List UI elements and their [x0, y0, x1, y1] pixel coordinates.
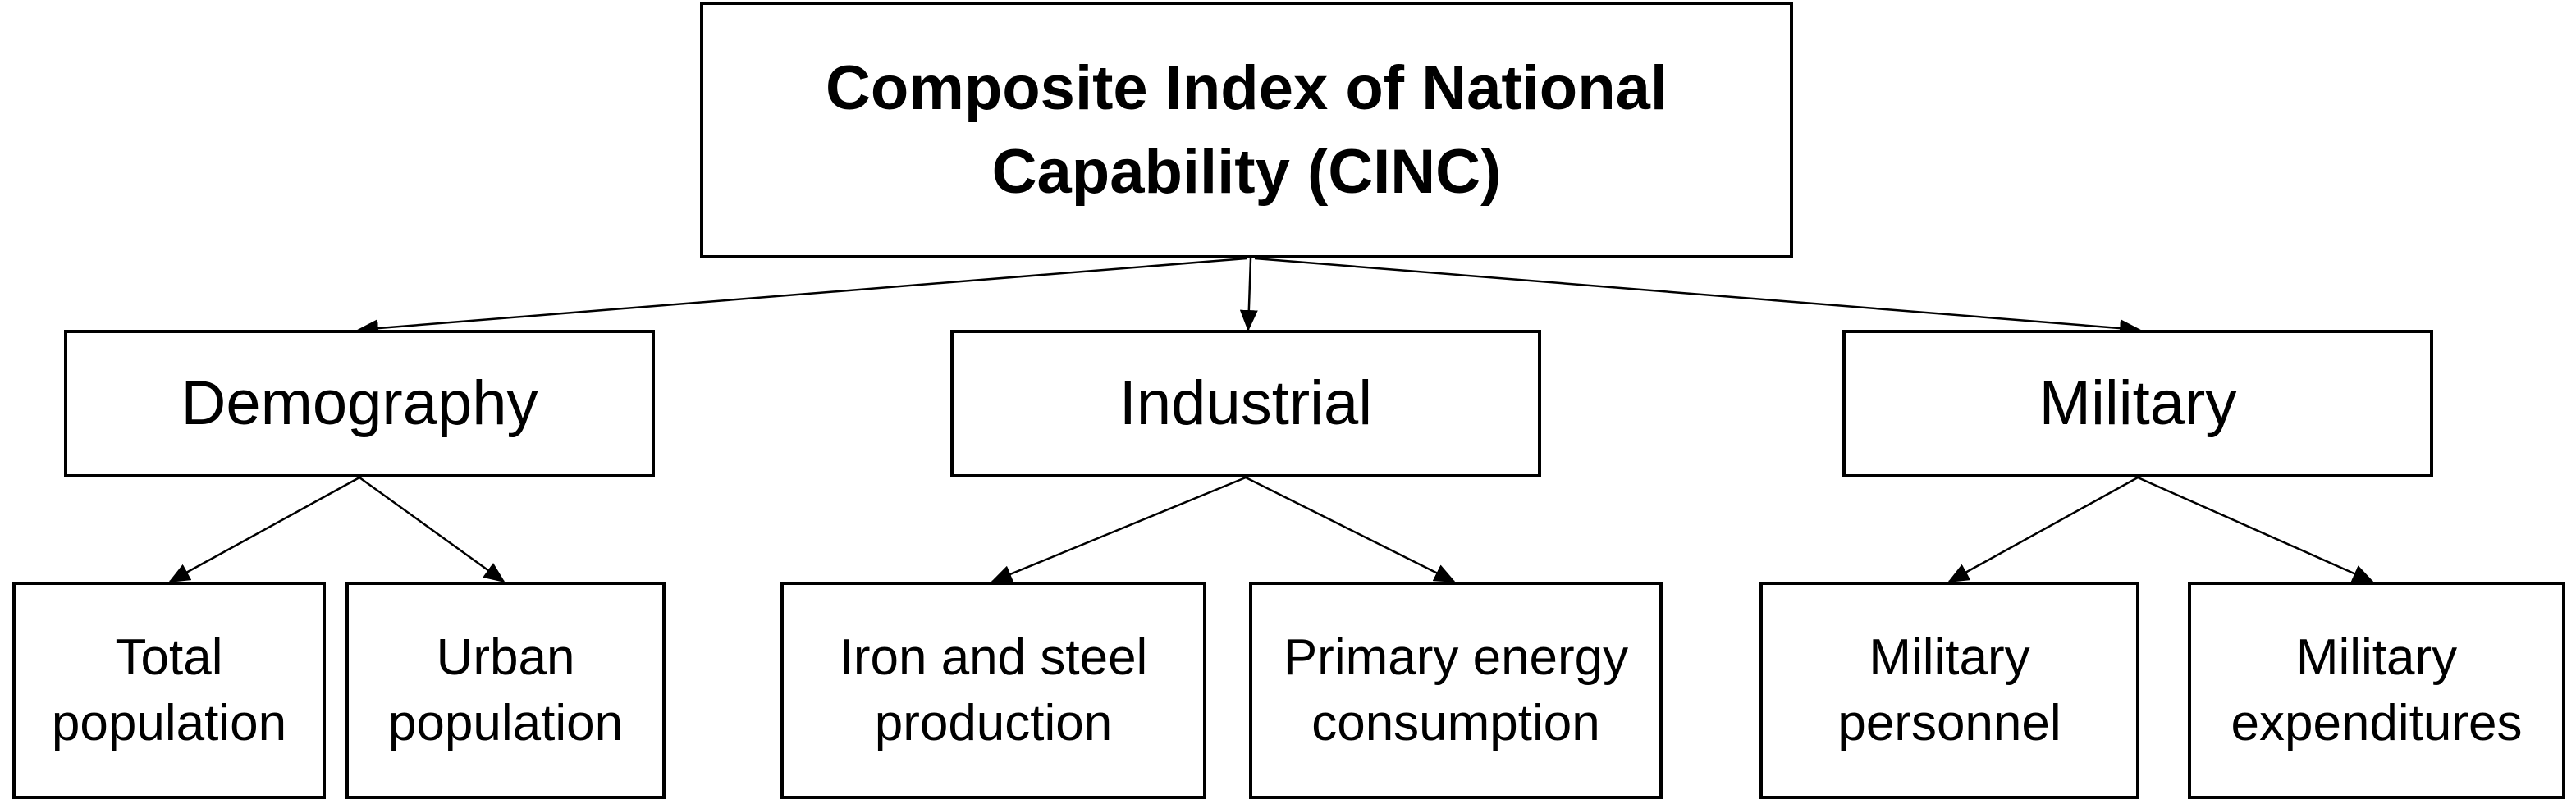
category-label-industrial: Industrial	[1119, 368, 1373, 438]
indicator-label-iron-steel-production: Iron and steel production	[839, 628, 1148, 751]
indicator-label-military-personnel: Military personnel	[1837, 628, 2061, 751]
edge-demography-total-population	[168, 476, 360, 583]
edge-military-expenditures	[2137, 476, 2374, 583]
category-label-demography: Demography	[181, 368, 538, 438]
edge-military-personnel	[1947, 476, 2139, 583]
indicator-label-total-population: Total population	[51, 628, 287, 751]
indicator-label-urban-population: Urban population	[387, 628, 624, 751]
edge-cinc-military	[1254, 257, 2141, 338]
cinc-root-label: Composite Index of National Capability (…	[825, 53, 1668, 207]
category-node-industrial: Industrial	[950, 330, 1541, 477]
indicator-node-iron-steel-production: Iron and steel production	[780, 582, 1206, 799]
indicator-label-primary-energy-consumption: Primary energy consumption	[1283, 628, 1629, 751]
category-node-demography: Demography	[64, 330, 655, 477]
edge-industrial-primary-energy	[1245, 476, 1456, 583]
edge-industrial-iron-steel	[991, 476, 1247, 583]
edge-cinc-industrial	[1239, 258, 1258, 331]
category-node-military: Military	[1842, 330, 2433, 477]
category-label-military: Military	[2038, 368, 2237, 438]
indicator-label-military-expenditures: Military expenditures	[2231, 628, 2523, 751]
indicator-node-military-expenditures: Military expenditures	[2188, 582, 2565, 799]
indicator-node-primary-energy-consumption: Primary energy consumption	[1249, 582, 1663, 799]
cinc-root-node: Composite Index of National Capability (…	[700, 2, 1793, 258]
indicator-node-urban-population: Urban population	[345, 582, 666, 799]
indicator-node-military-personnel: Military personnel	[1759, 582, 2139, 799]
edge-cinc-demography	[357, 257, 1247, 338]
edge-demography-urban-population	[359, 476, 506, 583]
indicator-node-total-population: Total population	[12, 582, 326, 799]
